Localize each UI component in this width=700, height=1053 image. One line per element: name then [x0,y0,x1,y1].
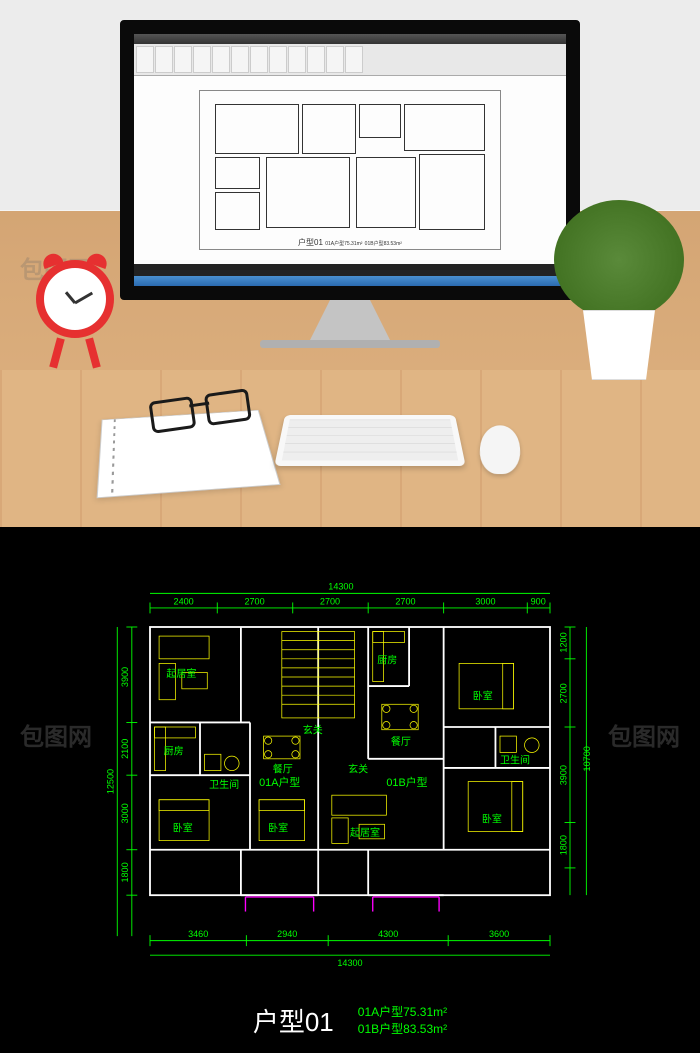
balcony-lines [245,897,439,912]
ribbon-button[interactable] [326,46,344,73]
ribbon-button[interactable] [345,46,363,73]
svg-text:3460: 3460 [188,929,208,939]
ribbon-toolbar[interactable] [134,44,566,76]
svg-text:2700: 2700 [244,596,264,606]
outer-wall [150,627,550,895]
keyboard [274,415,465,466]
floorplan-mini-area-b: 01B户型83.53m² [365,241,402,247]
svg-text:1200: 1200 [558,632,568,652]
label-entry-a: 玄关 [303,723,323,736]
ribbon-button[interactable] [250,46,268,73]
label-bed-b1: 卧室 [473,690,493,703]
label-bath-a: 卫生间 [209,778,239,791]
cad-application-window[interactable]: 户型01 01A户型75.31m² 01B户型83.53m² [134,34,566,286]
label-bed-a2: 卧室 [268,822,288,835]
svg-text:2100: 2100 [120,739,130,759]
floorplan-svg[interactable]: 14300 2400 2700 2700 2700 3000 900 12500 [80,577,620,977]
svg-text:1800: 1800 [558,835,568,855]
label-living-a: 起居室 [166,667,196,680]
ribbon-button[interactable] [193,46,211,73]
svg-text:10700: 10700 [582,746,592,771]
mouse [478,425,521,474]
ribbon-button[interactable] [136,46,154,73]
label-bed-b2: 卧室 [482,812,502,825]
svg-text:2700: 2700 [320,596,340,606]
label-kitchen-b: 厨房 [377,653,397,666]
cad-floorplan-dark: 包图网 包图网 14300 2400 2700 2700 2700 3000 9… [0,527,700,1053]
monitor-screen: 户型01 01A户型75.31m² 01B户型83.53m² [120,20,580,300]
floorplan-mini-title: 户型01 [298,238,323,247]
furniture [155,632,540,844]
svg-text:14300: 14300 [337,958,362,968]
area-a-text: 01A户型75.31m² [358,1004,447,1021]
floorplan-title: 户型01 [253,1002,334,1039]
svg-text:3000: 3000 [475,596,495,606]
dim-top-segments: 2400 2700 2700 2700 3000 900 [150,596,550,613]
monitor-stand [310,300,390,340]
label-dining-b: 餐厅 [391,735,411,748]
ribbon-button[interactable] [212,46,230,73]
svg-text:2940: 2940 [277,929,297,939]
dim-right: 10700 1200 2700 3900 1800 [558,627,592,895]
windows-taskbar[interactable] [134,276,566,286]
interior-walls [150,627,550,895]
svg-text:2700: 2700 [395,596,415,606]
cad-statusbar[interactable] [134,264,566,276]
label-living-b: 起居室 [350,826,380,839]
floorplan-mini-area-a: 01A户型75.31m² [325,241,362,247]
svg-text:3600: 3600 [489,929,509,939]
svg-text:2400: 2400 [174,596,194,606]
app-titlebar[interactable] [134,34,566,44]
ribbon-button[interactable] [231,46,249,73]
area-b-text: 01B户型83.53m² [358,1021,447,1038]
dim-total-width: 14300 [328,582,353,592]
label-unit-a: 01A户型 [259,775,300,789]
ribbon-button[interactable] [288,46,306,73]
floorplan-mini[interactable]: 户型01 01A户型75.31m² 01B户型83.53m² [199,90,501,250]
svg-text:4300: 4300 [378,929,398,939]
imac-monitor: 户型01 01A户型75.31m² 01B户型83.53m² [120,20,580,350]
label-entry-b: 玄关 [348,762,368,775]
potted-plant [554,200,684,380]
monitor-base [260,340,440,348]
svg-text:900: 900 [531,596,546,606]
svg-text:3900: 3900 [120,667,130,687]
label-kitchen-a: 厨房 [164,744,184,757]
label-bed-a1: 卧室 [173,822,193,835]
label-unit-b: 01B户型 [386,775,427,789]
dim-top-total: 14300 [150,582,550,594]
ribbon-button[interactable] [174,46,192,73]
svg-text:3000: 3000 [120,803,130,823]
floorplan-areas: 01A户型75.31m² 01B户型83.53m² [358,1004,447,1038]
ribbon-button[interactable] [307,46,325,73]
svg-text:2700: 2700 [558,683,568,703]
ribbon-button[interactable] [155,46,173,73]
label-bath-b: 卫生间 [500,753,530,766]
label-dining-a: 餐厅 [273,762,293,775]
dim-left: 12500 3900 2100 3000 1800 [106,627,138,936]
floorplan-title-row: 户型01 01A户型75.31m² 01B户型83.53m² [0,1002,700,1039]
ribbon-button[interactable] [269,46,287,73]
desk-photo-scene: 包图网 包图网 [0,0,700,527]
alarm-clock [36,260,114,380]
dim-bottom: 3460 2940 4300 3600 14300 [150,929,550,968]
svg-text:12500: 12500 [106,769,116,794]
svg-text:3900: 3900 [558,765,568,785]
svg-text:1800: 1800 [120,862,130,882]
cad-canvas[interactable]: 户型01 01A户型75.31m² 01B户型83.53m² [134,76,566,264]
